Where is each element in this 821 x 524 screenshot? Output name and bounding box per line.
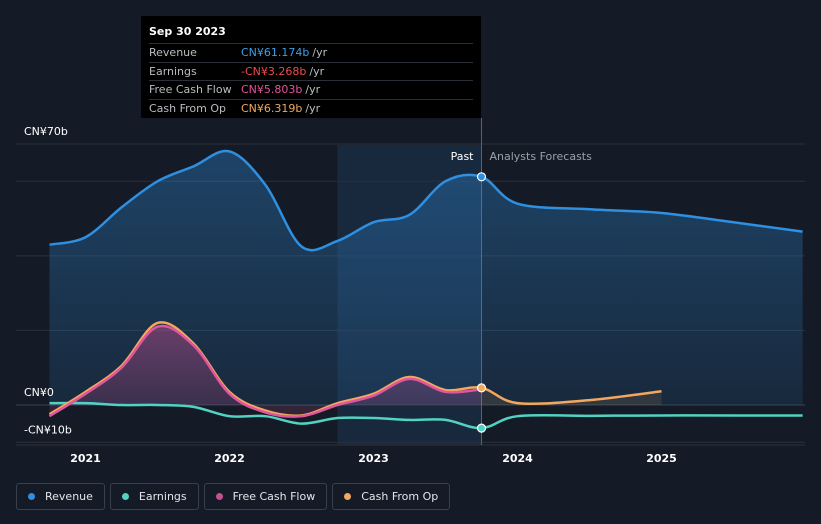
tooltip-row-cash-from-op: Cash From Op CN¥6.319b /yr [149, 98, 473, 118]
y-tick-label: CN¥0 [24, 386, 54, 399]
tooltip-row-free-cash-flow: Free Cash Flow CN¥5.803b /yr [149, 80, 473, 99]
legend-item-cash-from-op[interactable]: Cash From Op [332, 483, 451, 510]
legend-dot-icon [121, 493, 129, 500]
revenue-area [49, 150, 803, 405]
legend-dot-icon [215, 493, 223, 500]
tooltip-label: Revenue [149, 46, 197, 60]
earnings-line [49, 401, 803, 430]
cash-from-op-line [48, 321, 662, 418]
legend-item-free-cash-flow[interactable]: Free Cash Flow [203, 483, 328, 510]
legend-label: Earnings [138, 490, 187, 503]
past-label: Past [451, 150, 475, 163]
legend-item-earnings[interactable]: Earnings [109, 483, 199, 510]
tooltip-unit: /yr [305, 101, 321, 115]
cash-from-op-marker [476, 383, 487, 393]
y-tick-label: CN¥70b [24, 125, 68, 138]
free-cash-flow-line [48, 324, 482, 418]
legend-item-revenue[interactable]: Revenue [16, 483, 105, 510]
forecast-label: Analysts Forecasts [490, 150, 593, 163]
tooltip-unit: /yr [309, 64, 325, 78]
tooltip-label: Earnings [149, 64, 197, 78]
tooltip-row-earnings: Earnings -CN¥3.268b /yr [149, 61, 473, 81]
x-tick-label: 2022 [214, 452, 245, 465]
tooltip-value: CN¥6.319b [241, 101, 303, 115]
y-tick-label: -CN¥10b [24, 423, 72, 436]
legend: Revenue Earnings Free Cash Flow Cash Fro… [16, 483, 451, 510]
tooltip-unit: /yr [305, 83, 321, 97]
legend-label: Revenue [45, 490, 93, 503]
tooltip-label: Cash From Op [149, 101, 227, 115]
tooltip-value: CN¥61.174b [241, 46, 310, 60]
revenue-line [49, 149, 803, 252]
tooltip-row-revenue: Revenue CN¥61.174b /yr [149, 43, 473, 62]
tooltip-value: -CN¥3.268b [241, 64, 307, 78]
legend-label: Free Cash Flow [232, 490, 316, 503]
x-tick-label: 2025 [646, 452, 677, 465]
legend-dot-icon [28, 493, 35, 500]
cash-from-op-forecast-area [481, 387, 662, 405]
x-tick-label: 2023 [358, 452, 389, 465]
legend-label: Cash From Op [361, 490, 439, 503]
earnings-marker [476, 423, 487, 433]
x-tick-label: 2024 [502, 452, 533, 465]
tooltip-label: Free Cash Flow [149, 83, 232, 97]
tooltip-date: Sep 30 2023 [149, 25, 226, 38]
tooltip: Sep 30 2023 Revenue CN¥61.174b /yr Earni… [141, 16, 481, 118]
tooltip-unit: /yr [312, 46, 328, 60]
legend-dot-icon [344, 493, 352, 500]
x-tick-label: 2021 [70, 452, 101, 465]
tooltip-value: CN¥5.803b [241, 83, 303, 97]
revenue-marker [476, 172, 487, 182]
free-cash-flow-area [49, 325, 482, 417]
